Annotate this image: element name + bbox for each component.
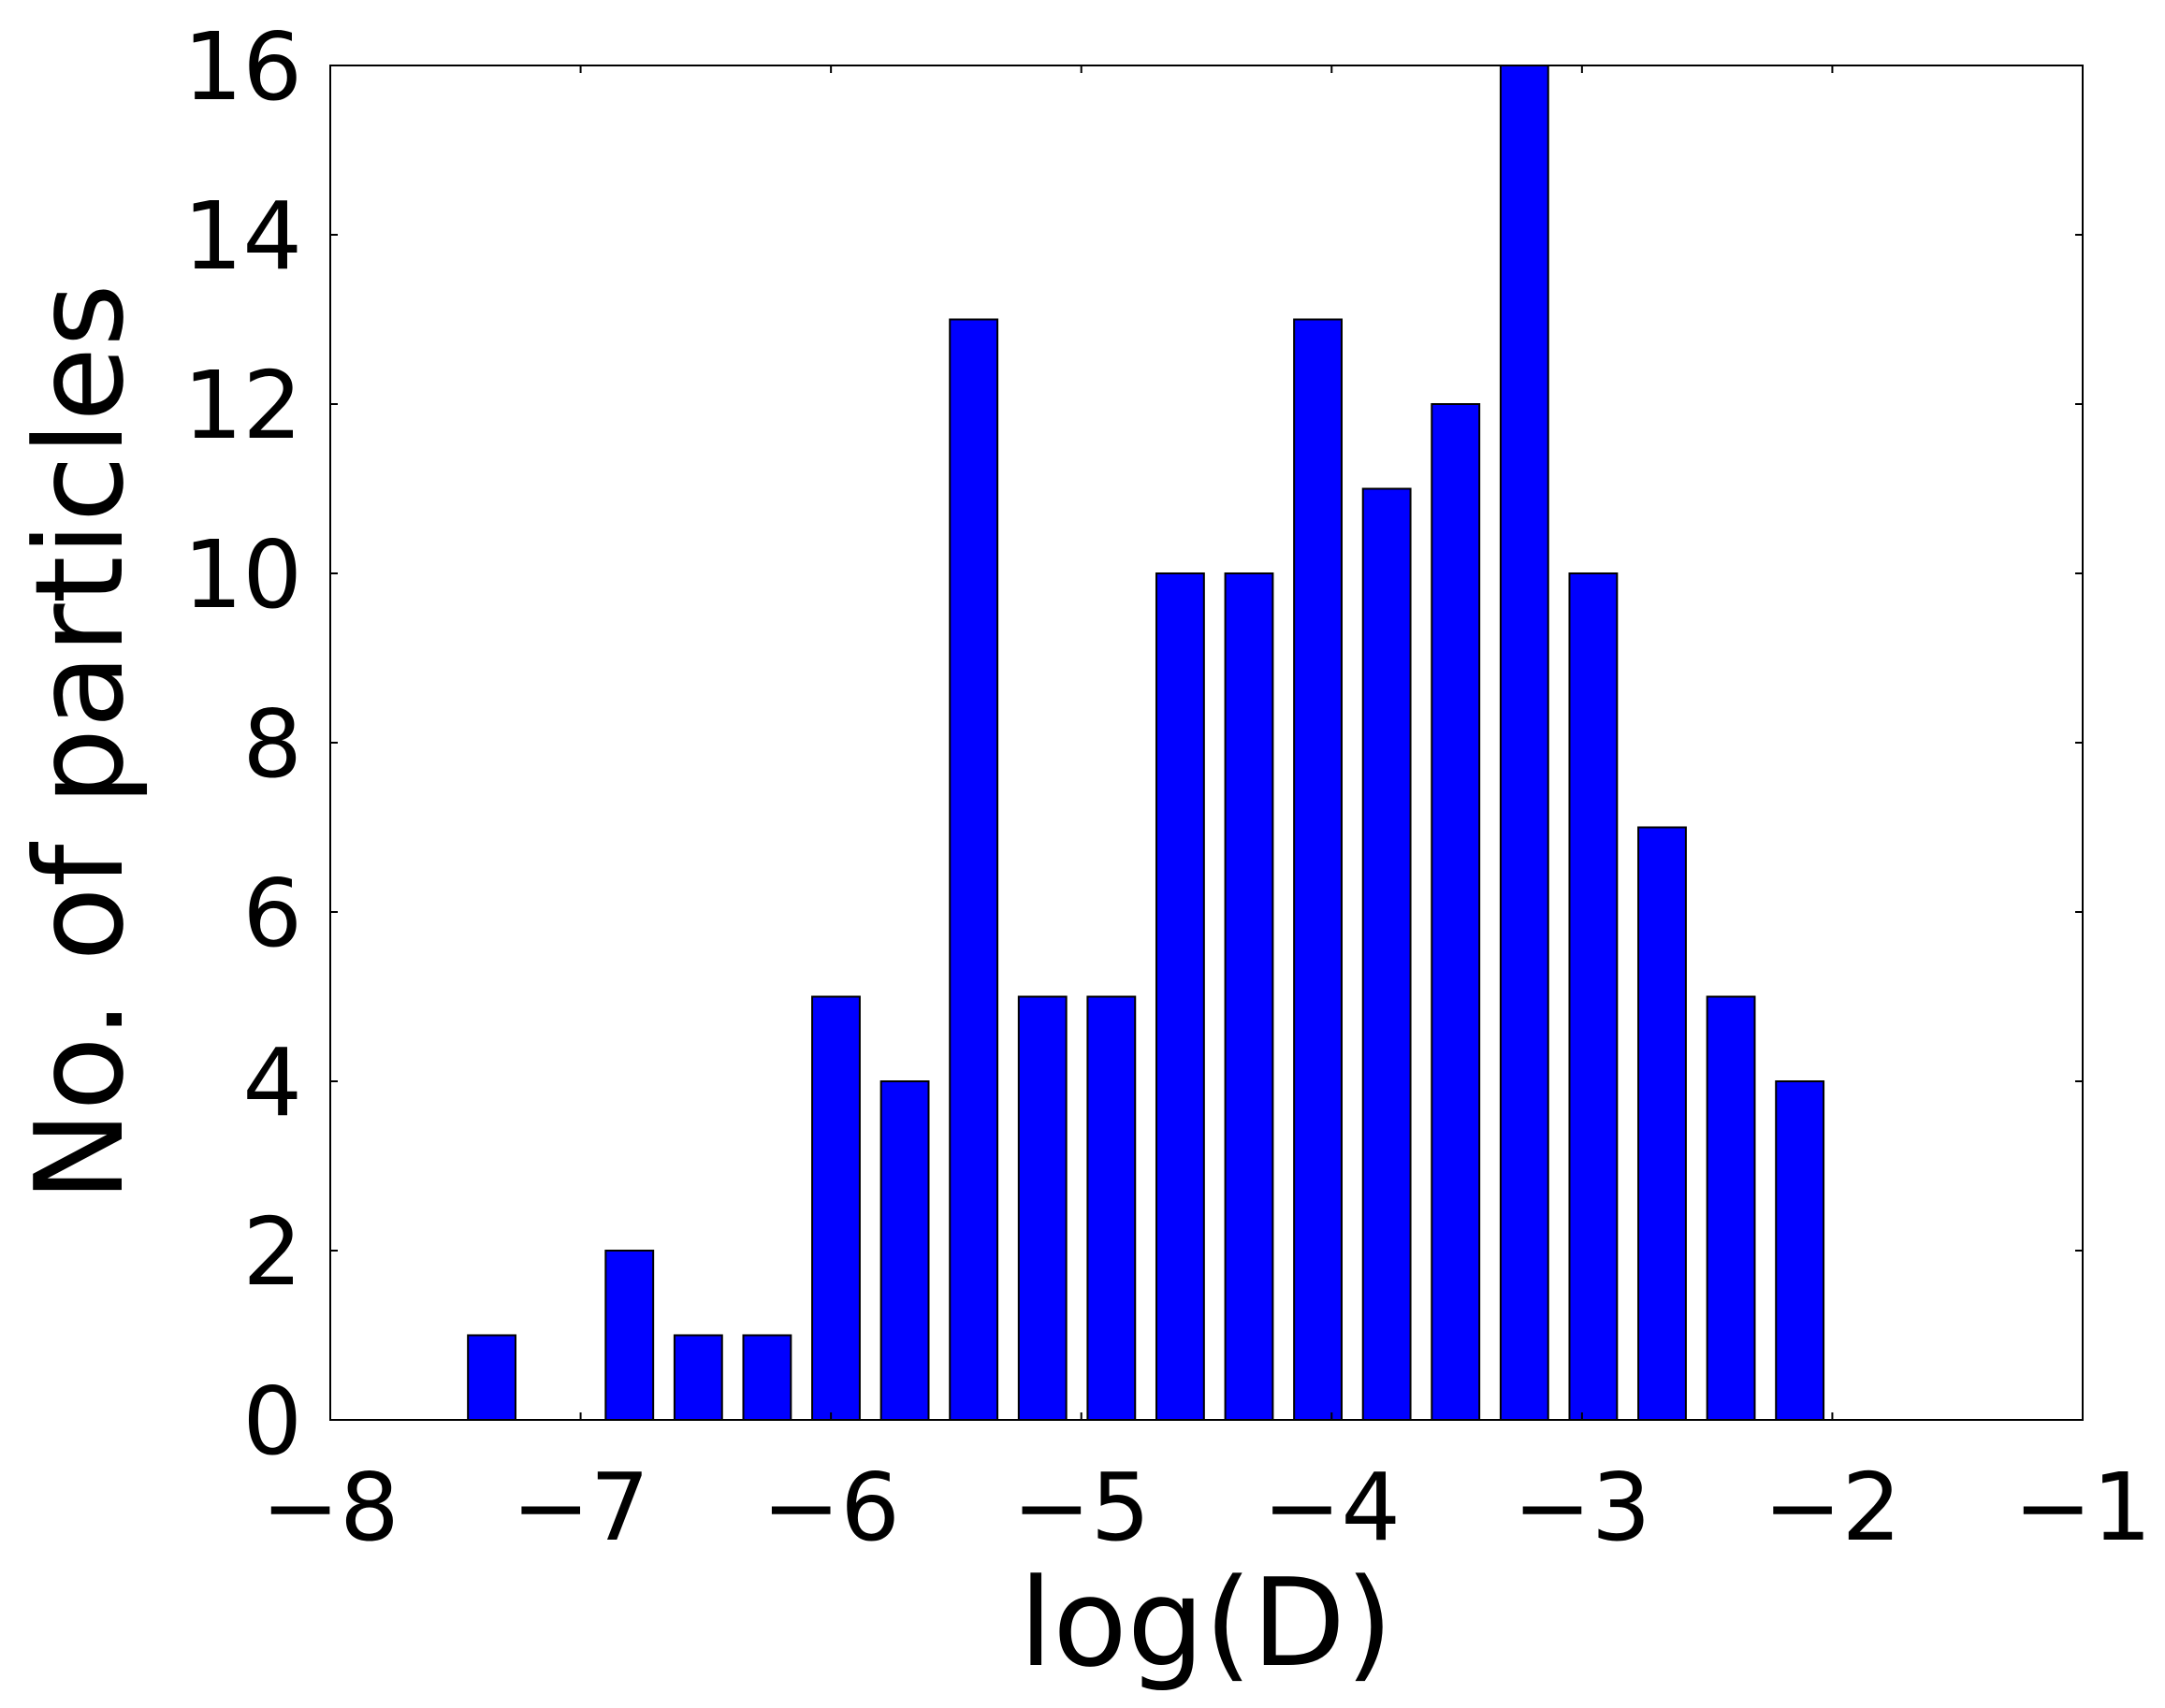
bar <box>811 995 861 1421</box>
bar <box>1637 826 1687 1421</box>
bar <box>949 318 999 1421</box>
bars-group <box>467 65 1825 1421</box>
y-axis-title: No. of particles <box>8 283 151 1202</box>
y-tick-label: 6 <box>242 859 302 968</box>
bar <box>673 1334 723 1421</box>
y-tick-labels: 0 2 4 6 8 10 12 14 16 <box>183 12 302 1476</box>
ticks-group <box>329 65 2084 1421</box>
bar <box>1155 572 1205 1421</box>
bar <box>1499 65 1549 1421</box>
y-tick-label: 16 <box>183 12 302 122</box>
y-tick-label: 4 <box>242 1028 302 1137</box>
bar <box>604 1250 655 1421</box>
y-tick-label: 0 <box>242 1367 302 1476</box>
bar <box>1361 487 1412 1421</box>
bar <box>1706 995 1756 1421</box>
x-tick-label: −5 <box>1012 1453 1150 1562</box>
bar <box>1431 403 1481 1421</box>
x-axis-title: log(D) <box>1019 1552 1393 1694</box>
x-tick-labels: −8 −7 −6 −5 −4 −3 −2 −1 <box>261 1453 2151 1562</box>
bar <box>1017 995 1068 1421</box>
y-tick-label: 10 <box>183 520 302 630</box>
x-tick-label: −8 <box>261 1453 399 1562</box>
y-tick-label: 8 <box>242 689 302 799</box>
bar <box>879 1080 930 1421</box>
x-tick-label: −4 <box>1263 1453 1401 1562</box>
x-tick-label: −2 <box>1764 1453 1901 1562</box>
bar <box>1293 318 1343 1421</box>
x-tick-label: −6 <box>762 1453 899 1562</box>
bar <box>1568 572 1619 1421</box>
bar <box>1224 572 1274 1421</box>
x-tick-label: −7 <box>512 1453 649 1562</box>
x-tick-label: −3 <box>1513 1453 1650 1562</box>
y-tick-label: 14 <box>183 181 302 291</box>
bar <box>1086 995 1137 1421</box>
x-tick-label: −1 <box>2013 1453 2151 1562</box>
bar <box>742 1334 792 1421</box>
bar <box>467 1334 517 1421</box>
y-tick-label: 2 <box>242 1197 302 1307</box>
bar <box>1775 1080 1825 1421</box>
y-tick-label: 12 <box>183 351 302 460</box>
